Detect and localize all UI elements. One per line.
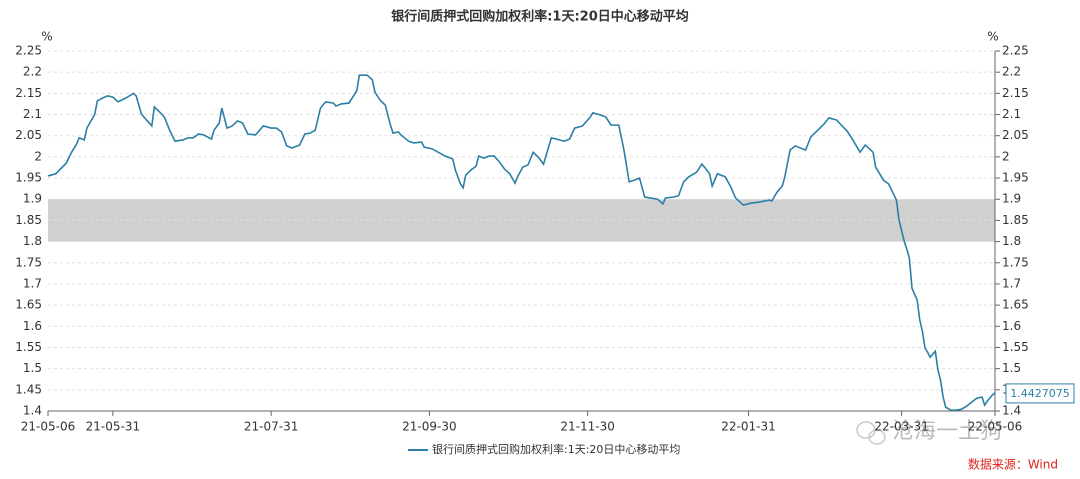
x-tick-label: 21-05-31 xyxy=(86,420,140,434)
legend-label: 银行间质押式回购加权利率:1天:20日中心移动平均 xyxy=(432,442,680,456)
y-tick-label: 1.45 xyxy=(15,382,42,396)
y2-tick-label: 2 xyxy=(1002,149,1010,163)
end-label-box xyxy=(1005,383,1075,404)
y2-tick-label: 1.65 xyxy=(1002,298,1029,312)
x-tick-label: 21-11-30 xyxy=(560,420,614,434)
y2-tick-label: 1.4 xyxy=(1002,404,1021,418)
x-tick-label: 22-01-31 xyxy=(721,420,775,434)
y-tick-label: 1.8 xyxy=(23,234,42,248)
y2-tick-label: 2.1 xyxy=(1002,107,1021,121)
watermark: 沧海一土狗 xyxy=(892,419,1002,444)
y-tick-label: 2.15 xyxy=(15,86,42,100)
y2-tick-label: 1.75 xyxy=(1002,255,1029,269)
end-label: 1.4427075 xyxy=(1010,387,1070,400)
y-tick-label: 2.2 xyxy=(23,65,42,79)
y2-tick-label: 1.9 xyxy=(1002,192,1021,206)
y-tick-label: 1.5 xyxy=(23,361,42,375)
y2-tick-label: 1.8 xyxy=(1002,234,1021,248)
x-tick-label: 21-05-06 xyxy=(21,420,75,434)
y2-tick-label: 1.55 xyxy=(1002,340,1029,354)
source: 数据来源：Wind xyxy=(968,457,1058,472)
y-tick-label: 1.65 xyxy=(15,298,42,312)
x-tick-label: 21-07-31 xyxy=(244,420,298,434)
x-tick-label: 21-09-30 xyxy=(402,420,456,434)
y-tick-label: 1.85 xyxy=(15,213,42,227)
y-tick-label: 1.6 xyxy=(23,319,42,333)
y2-tick-label: 1.95 xyxy=(1002,171,1029,185)
y-tick-label: 1.95 xyxy=(15,171,42,185)
y-tick-label: 1.4 xyxy=(23,404,42,418)
line xyxy=(47,74,996,411)
x-tick-label: 22-05-06 xyxy=(968,420,1022,434)
watermark-icon xyxy=(856,421,886,445)
y-tick-label: 1.75 xyxy=(15,255,42,269)
y-tick-label: 1.7 xyxy=(23,276,42,290)
y2-tick-label: 2.15 xyxy=(1002,86,1029,100)
y2-tick-label: 1.7 xyxy=(1002,276,1021,290)
chart-title: 银行间质押式回购加权利率:1天:20日中心移动平均 xyxy=(391,9,689,25)
y-tick-label: 1.9 xyxy=(23,192,42,206)
y-tick-label: 2.25 xyxy=(15,44,42,58)
y-unit: % xyxy=(41,30,52,44)
y2-tick-label: 1.6 xyxy=(1002,319,1021,333)
y2-unit: % xyxy=(987,30,998,44)
y2-tick-label: 2.25 xyxy=(1002,44,1029,58)
y-tick-label: 2.05 xyxy=(15,128,42,142)
y2-tick-label: 1.85 xyxy=(1002,213,1029,227)
y2-tick-label: 2.2 xyxy=(1002,65,1021,79)
y2-tick-label: 2.05 xyxy=(1002,128,1029,142)
x-tick-label: 22-03-31 xyxy=(874,420,928,434)
y-tick-label: 1.55 xyxy=(15,340,42,354)
y-tick-label: 2.1 xyxy=(23,107,42,121)
y-tick-label: 2 xyxy=(34,149,42,163)
y2-tick-label: 1.5 xyxy=(1002,361,1021,375)
